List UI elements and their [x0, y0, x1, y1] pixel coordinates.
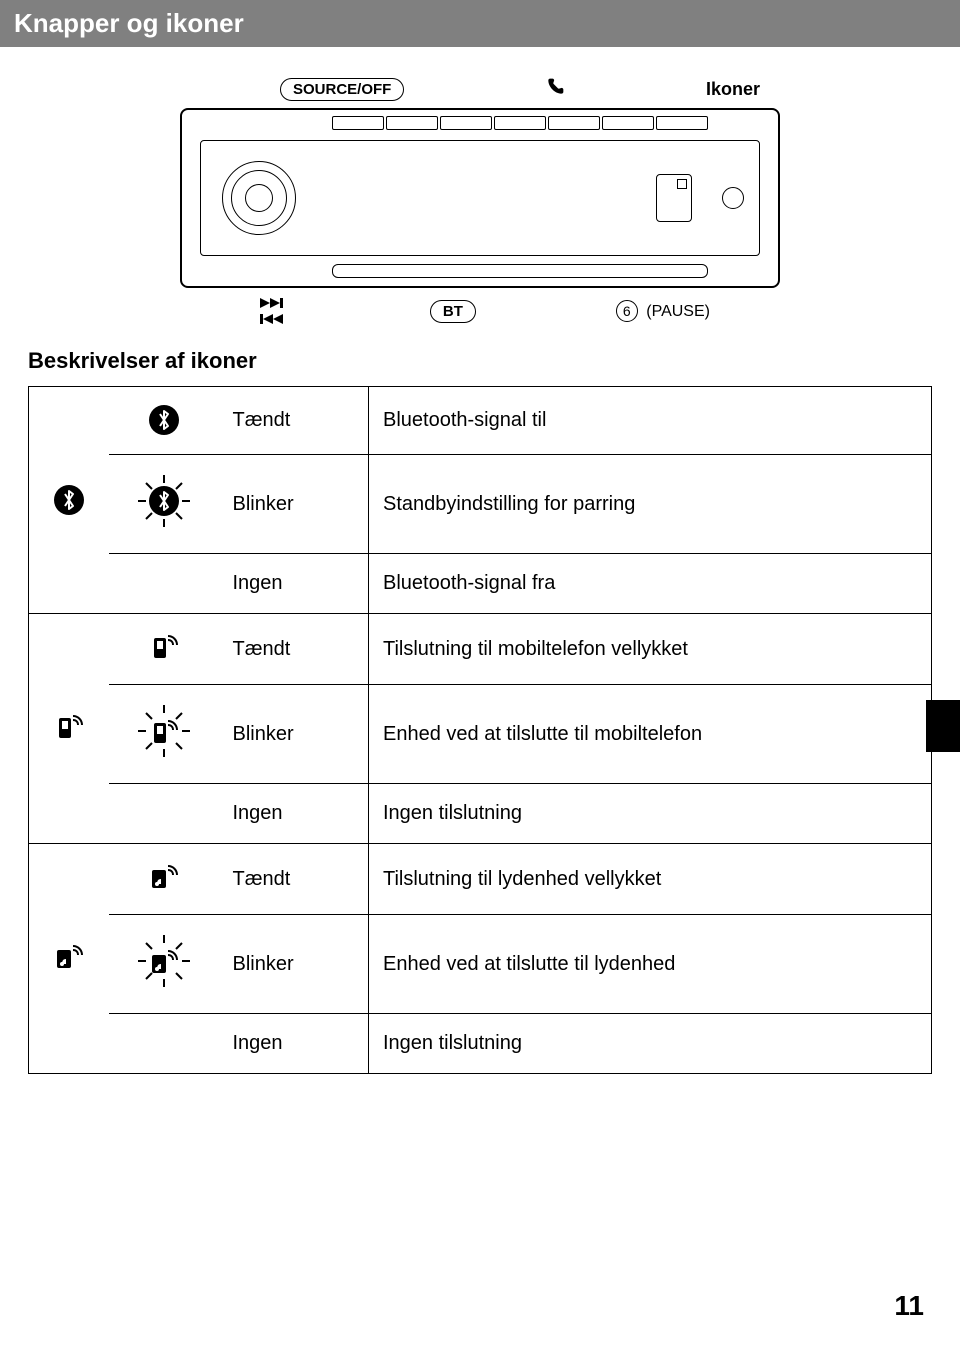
- mobile-phone-blinking-icon: [136, 703, 192, 759]
- state-label: Tændt: [219, 387, 369, 455]
- state-label: Ingen: [219, 1014, 369, 1074]
- group-icon-cell: [29, 844, 109, 1074]
- button-number-6: 6: [616, 300, 638, 322]
- table-row: Blinker Enhed ved at tilslutte til mobil…: [29, 685, 932, 784]
- page-section-header: Knapper og ikoner: [0, 0, 960, 47]
- source-off-button-label: SOURCE/OFF: [280, 78, 404, 101]
- cd-slot: [332, 264, 708, 278]
- state-icon-cell: [109, 685, 219, 784]
- table-heading: Beskrivelser af ikoner: [28, 348, 960, 374]
- mobile-phone-signal-icon: [150, 632, 178, 660]
- audio-device-signal-icon: [150, 862, 178, 890]
- bluetooth-blinking-icon: [136, 473, 192, 529]
- table-row: Blinker Standbyindstilling for parring: [29, 455, 932, 554]
- state-description: Bluetooth-signal til: [369, 387, 932, 455]
- state-icon-cell: [109, 455, 219, 554]
- device-diagram: SOURCE/OFF Ikoner BT 6 (PAUSE): [160, 77, 800, 324]
- state-description: Enhed ved at tilslutte til mobiltelefon: [369, 685, 932, 784]
- skip-arrows-icon: [260, 298, 290, 324]
- top-button-row: [332, 116, 708, 130]
- table-row: Ingen Bluetooth-signal fra: [29, 554, 932, 614]
- pause-button-label: 6 (PAUSE): [616, 300, 710, 322]
- pause-text: (PAUSE): [646, 303, 710, 320]
- page-number: 11: [894, 1290, 924, 1322]
- state-description: Standbyindstilling for parring: [369, 455, 932, 554]
- state-label: Ingen: [219, 784, 369, 844]
- state-icon-cell: [109, 915, 219, 1014]
- state-description: Ingen tilslutning: [369, 1014, 932, 1074]
- state-icon-cell: [109, 784, 219, 844]
- mobile-phone-signal-icon: [55, 712, 83, 740]
- group-icon-cell: [29, 387, 109, 614]
- table-row: Tændt Tilslutning til lydenhed vellykket: [29, 844, 932, 915]
- bluetooth-icon: [54, 485, 84, 515]
- table-row: Ingen Ingen tilslutning: [29, 1014, 932, 1074]
- table-row: Ingen Ingen tilslutning: [29, 784, 932, 844]
- state-icon-cell: [109, 1014, 219, 1074]
- page-edge-tab: [926, 700, 960, 752]
- state-label: Blinker: [219, 455, 369, 554]
- state-icon-cell: [109, 614, 219, 685]
- state-description: Ingen tilslutning: [369, 784, 932, 844]
- state-description: Bluetooth-signal fra: [369, 554, 932, 614]
- state-description: Tilslutning til mobiltelefon vellykket: [369, 614, 932, 685]
- state-icon-cell: [109, 554, 219, 614]
- audio-device-signal-icon: [55, 942, 83, 970]
- icon-description-table: Tændt Bluetooth-signal til Blinker Stand…: [28, 386, 932, 1074]
- state-label: Tændt: [219, 614, 369, 685]
- table-row: Tændt Tilslutning til mobiltelefon velly…: [29, 614, 932, 685]
- phone-handset-icon: [545, 77, 565, 102]
- state-description: Tilslutning til lydenhed vellykket: [369, 844, 932, 915]
- volume-knob: [222, 161, 296, 235]
- state-icon-cell: [109, 844, 219, 915]
- bluetooth-icon: [149, 405, 179, 435]
- state-label: Blinker: [219, 915, 369, 1014]
- state-label: Tændt: [219, 844, 369, 915]
- table-row: Tændt Bluetooth-signal til: [29, 387, 932, 455]
- state-label: Blinker: [219, 685, 369, 784]
- header-title: Knapper og ikoner: [14, 8, 244, 38]
- ikoner-label: Ikoner: [706, 79, 760, 100]
- group-icon-cell: [29, 614, 109, 844]
- state-icon-cell: [109, 387, 219, 455]
- display-panel: [656, 174, 692, 222]
- bt-button-label: BT: [430, 300, 476, 323]
- eject-button: [722, 187, 744, 209]
- state-label: Ingen: [219, 554, 369, 614]
- state-description: Enhed ved at tilslutte til lydenhed: [369, 915, 932, 1014]
- audio-device-blinking-icon: [136, 933, 192, 989]
- table-row: Blinker Enhed ved at tilslutte til lyden…: [29, 915, 932, 1014]
- car-stereo-outline: [180, 108, 780, 288]
